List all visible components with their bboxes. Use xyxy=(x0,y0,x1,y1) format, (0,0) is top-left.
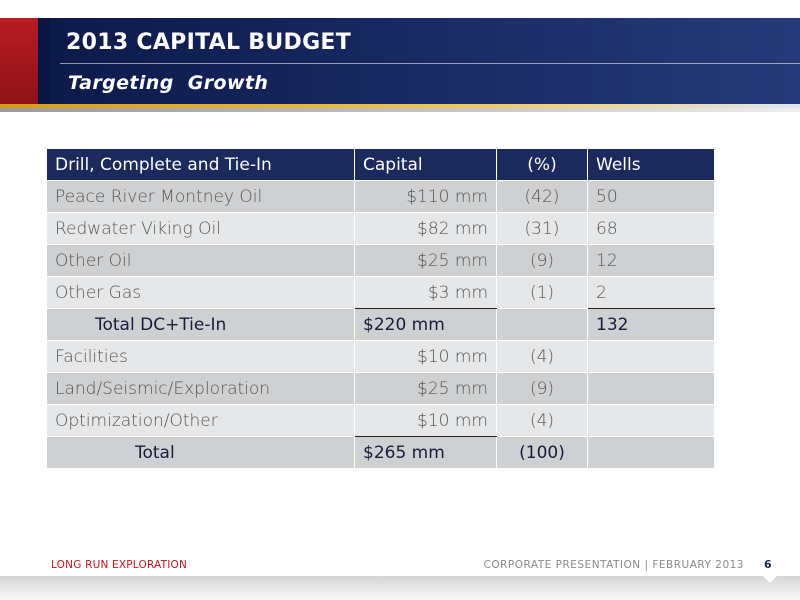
header-gold-stripe xyxy=(0,104,800,108)
presentation-label: CORPORATE PRESENTATION | FEBRUARY 2013 xyxy=(483,559,744,571)
header-capital: Capital xyxy=(354,148,497,181)
subtotal-wells: 132 xyxy=(587,308,715,341)
header-navy-band xyxy=(50,18,800,104)
total-row: Total $265 mm (100) xyxy=(46,436,715,469)
table-row: Other Gas $3 mm (1) 2 xyxy=(46,276,715,309)
row-wells: 68 xyxy=(587,212,715,245)
table-row: Land/Seismic/Exploration $25 mm (9) xyxy=(46,372,715,405)
row-wells: 2 xyxy=(587,276,715,309)
row-label: Other Gas xyxy=(46,276,355,309)
slide-title: 2013 CAPITAL BUDGET xyxy=(66,30,352,55)
row-capital: $10 mm xyxy=(354,404,497,437)
row-percent: (4) xyxy=(496,340,588,373)
header-wells: Wells xyxy=(587,148,715,181)
footer-notch xyxy=(763,576,777,583)
row-wells: 12 xyxy=(587,244,715,277)
subtotal-row: Total DC+Tie-In $220 mm 132 xyxy=(46,308,715,341)
header-drill-complete: Drill, Complete and Tie-In xyxy=(46,148,355,181)
row-label: Optimization/Other xyxy=(46,404,355,437)
row-capital: $25 mm xyxy=(354,372,497,405)
capital-budget-table: Drill, Complete and Tie-In Capital (%) W… xyxy=(46,148,715,469)
row-wells: 50 xyxy=(587,180,715,213)
row-percent: (42) xyxy=(496,180,588,213)
row-label: Redwater Viking Oil xyxy=(46,212,355,245)
row-capital: $10 mm xyxy=(354,340,497,373)
row-percent: (4) xyxy=(496,404,588,437)
row-wells xyxy=(587,372,715,405)
row-percent: (9) xyxy=(496,244,588,277)
page-number: 6 xyxy=(764,558,772,571)
slide-subtitle: Targeting Growth xyxy=(68,72,269,94)
subtotal-label: Total DC+Tie-In xyxy=(46,308,355,341)
subtotal-capital: $220 mm xyxy=(354,308,497,341)
total-percent: (100) xyxy=(496,436,588,469)
table-row: Other Oil $25 mm (9) 12 xyxy=(46,244,715,277)
table-row: Optimization/Other $10 mm (4) xyxy=(46,404,715,437)
header-divider xyxy=(60,63,800,64)
header-grey-stripe xyxy=(0,108,800,112)
row-wells xyxy=(587,404,715,437)
row-label: Facilities xyxy=(46,340,355,373)
subtotal-percent xyxy=(496,308,588,341)
row-percent: (1) xyxy=(496,276,588,309)
row-percent: (9) xyxy=(496,372,588,405)
table-header-row: Drill, Complete and Tie-In Capital (%) W… xyxy=(46,148,715,181)
row-capital: $110 mm xyxy=(354,180,497,213)
total-wells xyxy=(587,436,715,469)
header-red-block xyxy=(0,18,38,104)
header-percent: (%) xyxy=(496,148,588,181)
slide-header: 2013 CAPITAL BUDGET Targeting Growth xyxy=(0,0,800,112)
total-label: Total xyxy=(46,436,355,469)
row-wells xyxy=(587,340,715,373)
row-label: Peace River Montney Oil xyxy=(46,180,355,213)
table-row: Redwater Viking Oil $82 mm (31) 68 xyxy=(46,212,715,245)
company-name: LONG RUN EXPLORATION xyxy=(51,559,188,571)
row-capital: $82 mm xyxy=(354,212,497,245)
row-percent: (31) xyxy=(496,212,588,245)
table-row: Facilities $10 mm (4) xyxy=(46,340,715,373)
table-row: Peace River Montney Oil $110 mm (42) 50 xyxy=(46,180,715,213)
row-capital: $25 mm xyxy=(354,244,497,277)
total-capital: $265 mm xyxy=(354,436,497,469)
row-label: Other Oil xyxy=(46,244,355,277)
row-label: Land/Seismic/Exploration xyxy=(46,372,355,405)
row-capital: $3 mm xyxy=(354,276,497,309)
footer-bar xyxy=(0,576,800,600)
header-navy-edge xyxy=(38,18,50,104)
